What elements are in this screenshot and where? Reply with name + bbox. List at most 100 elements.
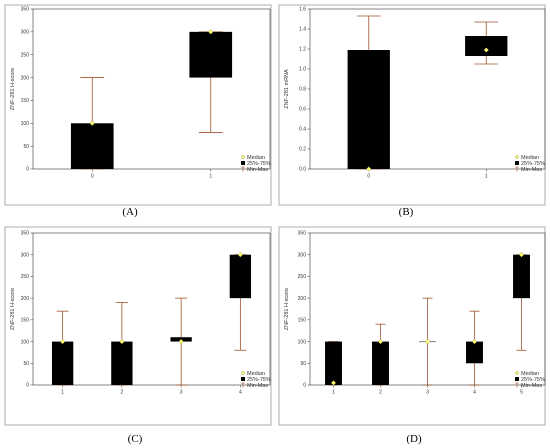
legend-median-marker <box>240 370 246 376</box>
x-tick-label: 1 <box>209 174 212 180</box>
y-tick-label: 100 <box>298 339 307 345</box>
median-marker <box>208 29 214 35</box>
plot-area <box>32 232 271 386</box>
panel-frame <box>278 226 546 426</box>
box-group <box>419 297 436 386</box>
box-group <box>189 29 233 133</box>
x-tick-label: 1 <box>61 390 64 396</box>
plot-area <box>309 8 546 170</box>
y-tick-label: 350 <box>298 231 307 237</box>
chart-panel-1: 0.0 0.2 0.4 0.6 0.8 1.0 1.2 1.4 1.6 0 1 ZNF-281 mRN… <box>278 4 546 218</box>
panel-frame <box>278 4 546 206</box>
median-marker <box>237 252 243 258</box>
panel-label: (D) <box>406 433 422 445</box>
x-tick-label: 2 <box>379 390 382 396</box>
y-tick-label: 50 <box>300 361 306 367</box>
y-tick-label: 150 <box>21 318 30 324</box>
box-group <box>229 252 252 351</box>
median-marker <box>377 338 384 345</box>
legend-minmax-label: Min-Max <box>521 167 542 173</box>
iqr-box <box>229 254 252 299</box>
y-axis-title: ZNF-281 H-score <box>10 68 16 110</box>
box-group <box>513 252 530 351</box>
y-tick-label: 0.6 <box>299 107 306 113</box>
box-group <box>51 310 74 386</box>
y-tick-label: 50 <box>23 144 29 150</box>
x-tick-label: 3 <box>426 390 429 396</box>
y-tick-label: 50 <box>23 361 29 367</box>
chart-panel-3: 0 50 100 150 200 250 300 350 1 2 3 4 5 ZNF-281 H-scor… <box>278 226 546 445</box>
y-tick-label: 350 <box>21 231 30 237</box>
y-tick-label: 0.0 <box>299 167 306 173</box>
median-marker <box>119 338 125 345</box>
panel-label: (B) <box>399 206 414 218</box>
legend-minmax-label: Min-Max <box>247 167 268 173</box>
legend-box-label: 25%-75% <box>521 161 545 167</box>
panel-label: (C) <box>128 433 143 445</box>
iqr-box <box>111 341 133 385</box>
y-tick-label: 150 <box>298 318 307 324</box>
iqr-box <box>189 31 233 78</box>
plot-area <box>32 8 271 170</box>
median-marker <box>518 252 525 258</box>
legend-box-label: 25%-75% <box>247 377 271 383</box>
median-marker <box>178 338 184 345</box>
box-group <box>325 341 342 386</box>
y-tick-label: 200 <box>21 75 30 81</box>
y-tick-label: 200 <box>298 296 307 302</box>
y-tick-label: 0 <box>26 383 29 389</box>
median-marker <box>89 120 95 126</box>
iqr-box <box>347 50 390 169</box>
legend-median-marker <box>240 154 246 160</box>
y-tick-label: 250 <box>21 274 30 280</box>
x-tick-label: 0 <box>91 174 94 180</box>
legend-minmax-label: Min-Max <box>521 383 542 389</box>
legend-median-label: Median <box>521 155 539 161</box>
y-tick-label: 1.2 <box>299 47 306 53</box>
y-tick-label: 350 <box>21 7 30 13</box>
y-tick-label: 0.4 <box>299 127 306 133</box>
y-tick-label: 300 <box>21 30 30 36</box>
legend-median-label: Median <box>521 371 539 377</box>
legend-median-marker <box>514 370 520 376</box>
x-tick-label: 1 <box>485 174 488 180</box>
median-marker <box>330 380 337 386</box>
median-marker <box>60 338 66 345</box>
legend-box-swatch <box>241 377 245 381</box>
y-tick-label: 0.8 <box>299 87 306 93</box>
median-marker <box>471 338 478 345</box>
y-tick-label: 100 <box>21 121 30 127</box>
box-group <box>372 323 389 386</box>
y-tick-label: 1.6 <box>299 7 306 13</box>
box-group <box>70 77 114 170</box>
y-tick-label: 0 <box>303 383 306 389</box>
x-tick-label: 2 <box>120 390 123 396</box>
median-marker <box>483 47 489 53</box>
panel-frame <box>4 226 272 426</box>
median-marker <box>424 338 431 345</box>
chart-panel-2: 0 50 100 150 200 250 300 350 1 2 3 4 ZNF-281 H-score… <box>4 226 272 445</box>
x-tick-label: 0 <box>367 174 370 180</box>
legend-box-swatch <box>241 161 245 165</box>
box-group <box>111 302 133 386</box>
y-tick-label: 300 <box>21 252 30 258</box>
panel-frame <box>4 4 272 206</box>
legend-median-label: Median <box>247 155 265 161</box>
x-tick-label: 4 <box>473 390 476 396</box>
y-axis-title: ZNF-281 H-score <box>10 288 16 330</box>
x-tick-label: 1 <box>332 390 335 396</box>
x-tick-label: 4 <box>239 390 242 396</box>
iqr-box <box>372 341 389 385</box>
box-group <box>465 21 508 65</box>
iqr-box <box>465 36 508 56</box>
iqr-box <box>51 341 74 385</box>
legend-box-swatch <box>515 377 519 381</box>
legend-minmax-label: Min-Max <box>247 383 268 389</box>
y-tick-label: 1.4 <box>299 27 306 33</box>
chart-panel-0: 0 50 100 150 200 250 300 350 0 1 ZNF-281 H-score Me… <box>4 4 272 218</box>
y-tick-label: 200 <box>21 296 30 302</box>
